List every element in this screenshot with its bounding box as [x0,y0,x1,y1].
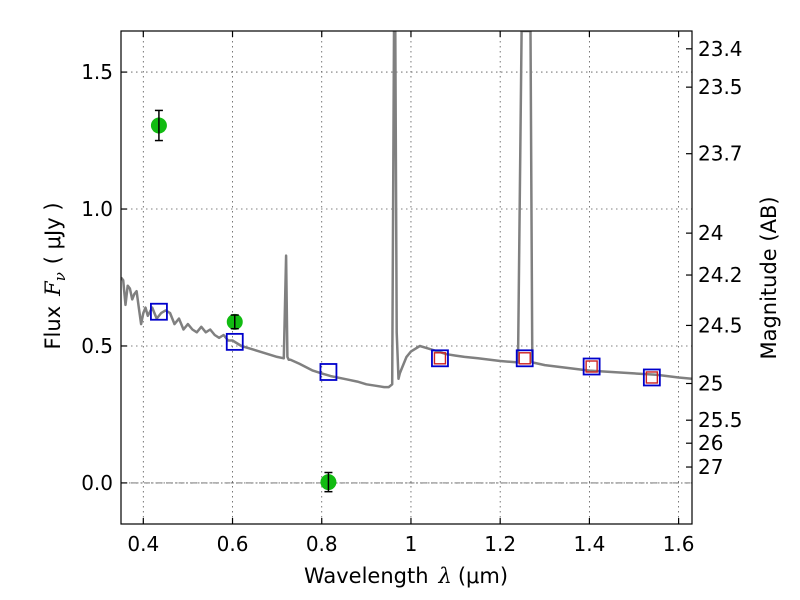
x-tick-label: 1 [405,532,418,556]
y-tick-label: 1.0 [81,197,113,221]
plot-area [121,31,692,493]
x-tick-label: 0.8 [306,532,338,556]
grid-lines [121,31,692,524]
magnitude-tick-label: 24.5 [698,313,743,337]
model-photometry-inner-box [433,352,447,365]
model-photometry-boxes [150,302,661,387]
y-axis-label: FluxFν( μJy ) [41,202,69,349]
magnitude-tick-label: 23.4 [698,37,743,61]
magnitude-tick-label: 25 [698,371,723,395]
model-spectrum-line [121,31,692,389]
x-axis-label: Wavelength λ (μm) [304,564,508,588]
model-photometry-inner-box [645,371,659,384]
magnitude-tick-label: 23.5 [698,75,743,99]
x-tick-label: 1.2 [484,532,516,556]
magnitude-tick-label: 26 [698,431,723,455]
plot-frame [120,30,693,525]
model-photometry-box [225,332,244,351]
x-tick-label: 0.4 [127,532,159,556]
magnitude-tick-label: 25.5 [698,408,743,432]
magnitude-tick-label: 27 [698,455,723,479]
x-axis-ticks: 0.4 0.6 0.8 1 1.2 1.4 1.6 [127,31,695,556]
magnitude-tick-label: 23.7 [698,142,743,166]
model-photometry-box [150,302,168,321]
model-photometry-box [515,349,534,368]
observed-photometry-points [150,109,337,493]
y-axis-ticks: 0.0 0.5 1.0 1.5 [81,60,127,495]
model-photometry-inner-box [585,360,598,373]
x-tick-label: 0.6 [217,532,249,556]
model-photometry-box [582,357,601,376]
model-photometry-inner-box [518,352,531,365]
y-tick-label: 1.5 [81,60,113,84]
x-tick-label: 1.6 [663,532,695,556]
magnitude-tick-label: 24 [698,221,723,245]
model-photometry-box [431,349,449,368]
magnitude-axis-label: Magnitude (AB) [757,196,781,359]
model-photometry-box [642,368,661,387]
y-tick-label: 0.5 [81,334,113,358]
x-tick-label: 1.4 [573,532,605,556]
y-tick-label: 0.0 [81,471,113,495]
magnitude-tick-label: 24.2 [698,263,743,287]
model-photometry-box [319,363,338,381]
